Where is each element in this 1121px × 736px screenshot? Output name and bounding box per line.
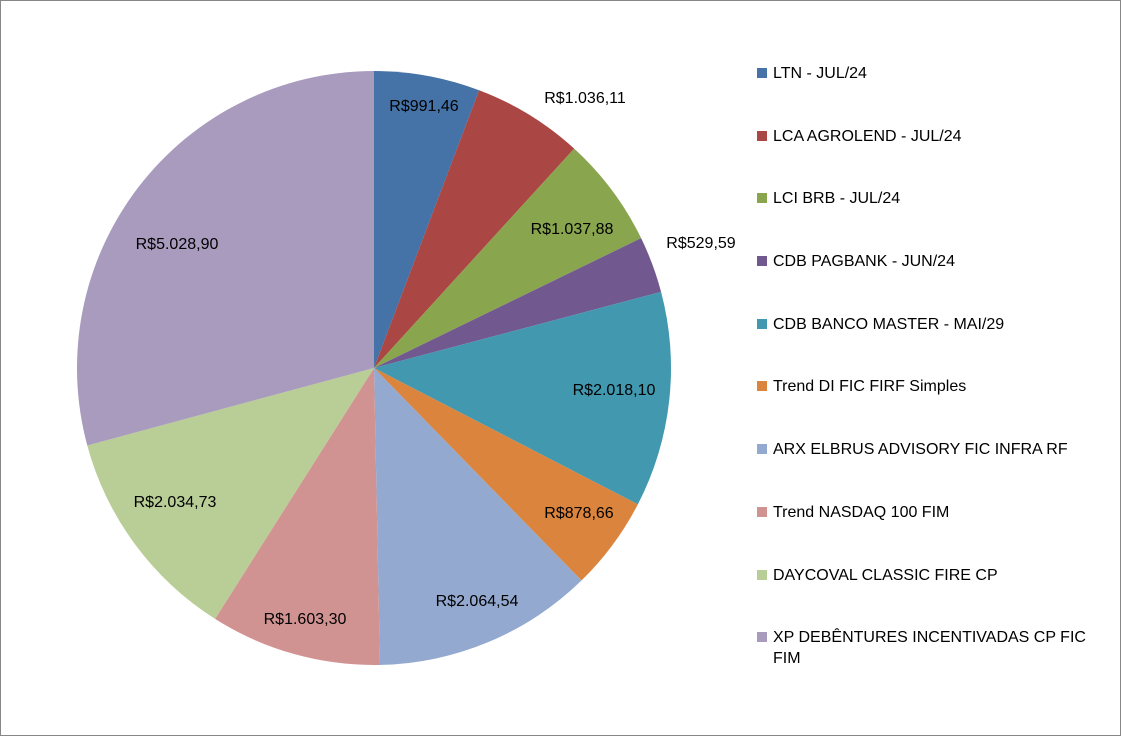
legend-item: CDB PAGBANK - JUN/24 <box>757 251 1117 314</box>
data-label: R$529,59 <box>666 235 735 252</box>
data-label: R$2.034,73 <box>134 494 217 511</box>
legend-label: DAYCOVAL CLASSIC FIRE CP <box>773 566 998 584</box>
pie-slice <box>374 90 575 368</box>
legend-item: DAYCOVAL CLASSIC FIRE CP <box>757 565 1117 628</box>
data-label: R$1.036,11 <box>544 90 626 107</box>
legend-swatch <box>757 193 767 204</box>
legend-item: CDB BANCO MASTER - MAI/29 <box>757 314 1117 377</box>
legend-item: ARX ELBRUS ADVISORY FIC INFRA RF <box>757 439 1117 502</box>
legend-swatch <box>757 318 767 329</box>
legend-label: ARX ELBRUS ADVISORY FIC INFRA RF <box>773 441 1068 459</box>
legend-label: Trend NASDAQ 100 FIM <box>773 503 950 521</box>
pie-slice <box>374 291 671 505</box>
pie-slice <box>215 368 380 666</box>
legend-item: LTN - JUL/24 <box>757 63 1117 126</box>
pie-slice <box>374 148 642 368</box>
legend-swatch <box>757 381 767 392</box>
data-label: R$2.064,54 <box>436 593 519 610</box>
pie-slice <box>76 71 374 446</box>
data-label: R$2.018,10 <box>573 382 656 399</box>
data-label: R$1.603,30 <box>264 611 347 628</box>
legend-swatch <box>757 130 767 141</box>
legend-item: XP DEBÊNTURES INCENTIVADAS CP FIC FIM <box>757 627 1117 690</box>
legend-swatch <box>757 444 767 455</box>
pie-slice <box>374 238 662 368</box>
pie-slice <box>87 368 375 619</box>
legend-item: Trend NASDAQ 100 FIM <box>757 502 1117 565</box>
data-label: R$1.037,88 <box>531 221 614 238</box>
legend: LTN - JUL/24 LCA AGROLEND - JUL/24 LCI BRB… <box>757 63 1117 690</box>
pie-slice <box>374 368 638 581</box>
data-label: R$991,46 <box>389 98 458 115</box>
data-label: R$5.028,90 <box>136 236 219 253</box>
legend-label: Trend DI FIC FIRF Simples <box>773 378 967 396</box>
legend-item: LCA AGROLEND - JUL/24 <box>757 126 1117 189</box>
legend-label: LCI BRB - JUL/24 <box>773 190 901 208</box>
legend-label: LCA AGROLEND - JUL/24 <box>773 127 962 145</box>
legend-label: CDB BANCO MASTER - MAI/29 <box>773 315 1005 333</box>
legend-swatch <box>757 506 767 517</box>
data-label: R$878,66 <box>544 505 613 522</box>
legend-swatch <box>757 256 767 267</box>
legend-label: XP DEBÊNTURES INCENTIVADAS CP FIC FIM <box>773 629 1086 668</box>
legend-label: LTN - JUL/24 <box>773 65 867 82</box>
pie-slice <box>374 368 582 665</box>
legend-swatch <box>757 632 767 643</box>
legend-item: Trend DI FIC FIRF Simples <box>757 376 1117 439</box>
legend-swatch <box>757 569 767 580</box>
legend-swatch <box>757 68 767 78</box>
pie-slice <box>374 71 480 368</box>
legend-label: CDB PAGBANK - JUN/24 <box>773 253 955 271</box>
legend-item: LCI BRB - JUL/24 <box>757 188 1117 251</box>
